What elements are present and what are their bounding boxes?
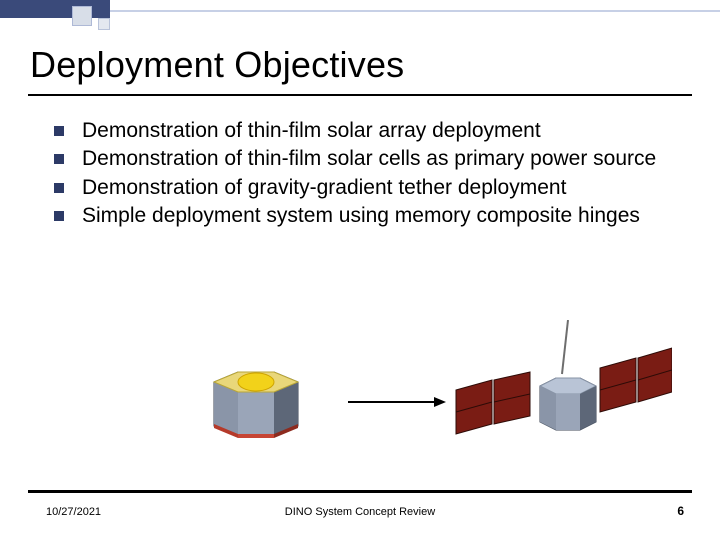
footer-rule bbox=[28, 490, 692, 493]
satellite-deployed-icon bbox=[452, 320, 672, 460]
bullet-text: Demonstration of thin-film solar array d… bbox=[82, 118, 541, 144]
page-title: Deployment Objectives bbox=[30, 44, 404, 86]
bullet-marker-icon bbox=[54, 126, 64, 136]
bullet-text: Demonstration of gravity-gradient tether… bbox=[82, 175, 566, 201]
bullet-marker-icon bbox=[54, 211, 64, 221]
footer-page-number: 6 bbox=[677, 504, 684, 518]
header-accent-line bbox=[110, 10, 720, 12]
title-underline bbox=[28, 94, 692, 96]
list-item: Demonstration of gravity-gradient tether… bbox=[54, 175, 664, 201]
list-item: Demonstration of thin-film solar array d… bbox=[54, 118, 664, 144]
header-accent-bar bbox=[0, 0, 110, 18]
list-item: Demonstration of thin-film solar cells a… bbox=[54, 146, 664, 172]
header-square-small-icon bbox=[98, 18, 110, 30]
arrow-icon bbox=[348, 396, 446, 408]
header-accent bbox=[0, 0, 720, 18]
footer-center-text: DINO System Concept Review bbox=[0, 506, 720, 518]
header-square-icon bbox=[72, 6, 92, 26]
bullet-marker-icon bbox=[54, 154, 64, 164]
deployment-diagram bbox=[100, 320, 620, 460]
bullet-marker-icon bbox=[54, 183, 64, 193]
list-item: Simple deployment system using memory co… bbox=[54, 203, 664, 229]
bullet-text: Simple deployment system using memory co… bbox=[82, 203, 640, 229]
bullet-text: Demonstration of thin-film solar cells a… bbox=[82, 146, 656, 172]
satellite-stowed-icon bbox=[196, 348, 316, 448]
bullet-list: Demonstration of thin-film solar array d… bbox=[54, 118, 664, 231]
